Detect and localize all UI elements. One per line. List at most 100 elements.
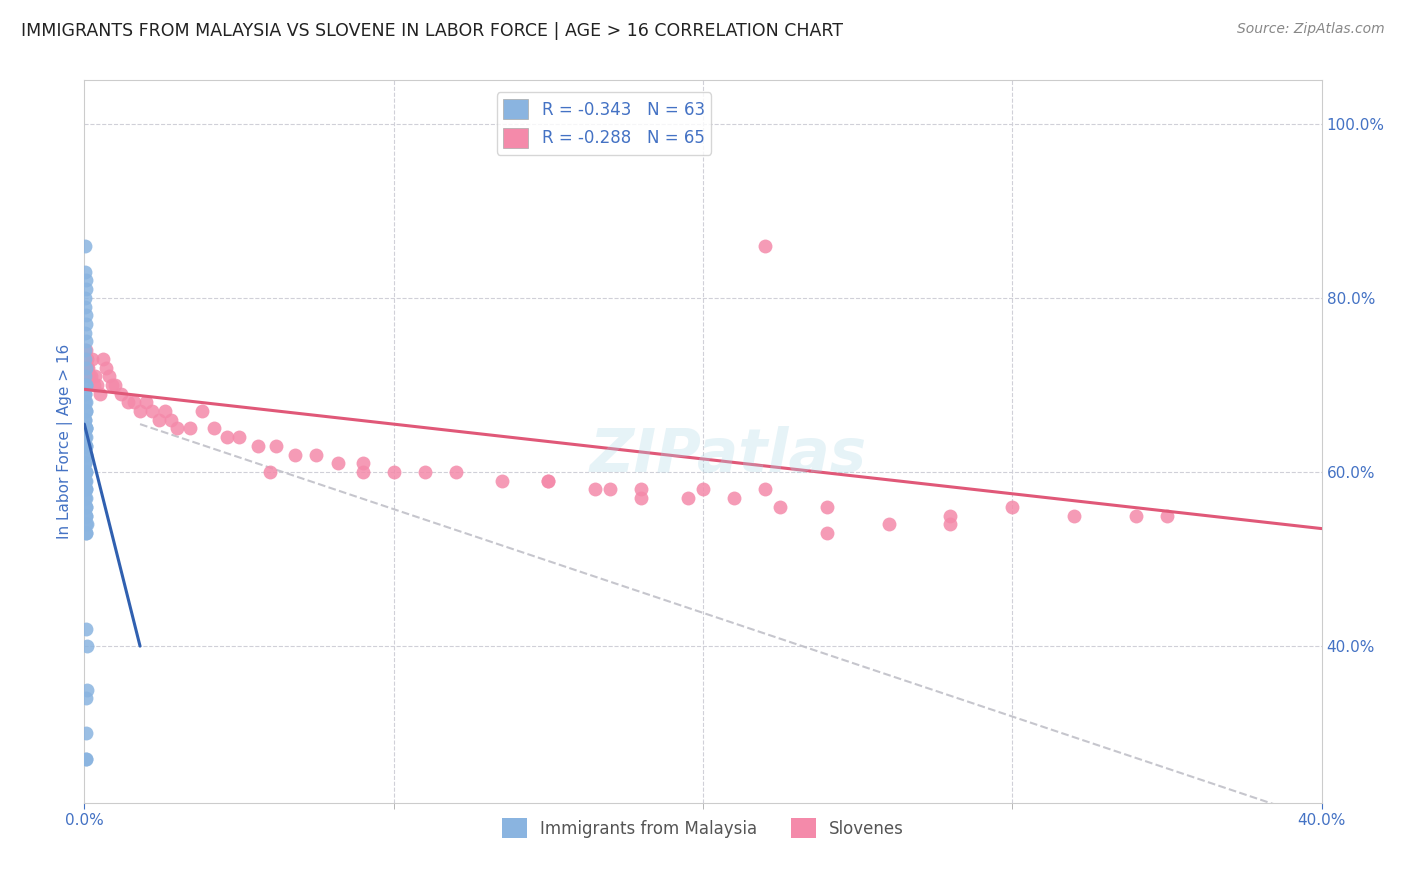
Slovenes [630, 483, 652, 497]
Immigrants from Malaysia [75, 691, 97, 706]
Slovenes [723, 491, 745, 505]
Slovenes [135, 395, 157, 409]
Immigrants from Malaysia [75, 395, 97, 409]
Slovenes [166, 421, 188, 435]
Slovenes [305, 448, 328, 462]
Immigrants from Malaysia [75, 439, 97, 453]
Slovenes [148, 413, 170, 427]
Slovenes [89, 386, 111, 401]
Slovenes [769, 500, 792, 514]
Slovenes [939, 517, 962, 532]
Immigrants from Malaysia [75, 465, 97, 479]
Immigrants from Malaysia [73, 491, 96, 505]
Slovenes [153, 404, 176, 418]
Slovenes [79, 369, 101, 384]
Slovenes [259, 465, 281, 479]
Slovenes [179, 421, 201, 435]
Slovenes [228, 430, 250, 444]
Slovenes [537, 474, 560, 488]
Immigrants from Malaysia [73, 413, 96, 427]
Slovenes [191, 404, 214, 418]
Slovenes [86, 378, 108, 392]
Immigrants from Malaysia [75, 282, 97, 296]
Immigrants from Malaysia [75, 465, 97, 479]
Immigrants from Malaysia [75, 500, 97, 514]
Immigrants from Malaysia [75, 421, 97, 435]
Slovenes [1156, 508, 1178, 523]
Slovenes [75, 343, 97, 358]
Immigrants from Malaysia [75, 334, 97, 349]
Immigrants from Malaysia [76, 639, 98, 653]
Slovenes [877, 517, 900, 532]
Immigrants from Malaysia [75, 525, 97, 540]
Slovenes [104, 378, 127, 392]
Slovenes [537, 474, 560, 488]
Immigrants from Malaysia [75, 456, 97, 470]
Slovenes [599, 483, 621, 497]
Slovenes [75, 360, 97, 375]
Slovenes [91, 351, 114, 366]
Immigrants from Malaysia [75, 378, 97, 392]
Immigrants from Malaysia [75, 421, 97, 435]
Slovenes [76, 351, 98, 366]
Immigrants from Malaysia [73, 448, 96, 462]
Slovenes [326, 456, 349, 470]
Immigrants from Malaysia [75, 369, 97, 384]
Immigrants from Malaysia [75, 474, 97, 488]
Immigrants from Malaysia [75, 752, 97, 766]
Immigrants from Malaysia [75, 483, 97, 497]
Slovenes [583, 483, 606, 497]
Slovenes [630, 491, 652, 505]
Immigrants from Malaysia [75, 291, 97, 305]
Slovenes [98, 369, 121, 384]
Slovenes [160, 413, 183, 427]
Immigrants from Malaysia [76, 682, 98, 697]
Immigrants from Malaysia [75, 421, 97, 435]
Slovenes [129, 404, 152, 418]
Slovenes [413, 465, 436, 479]
Slovenes [754, 238, 776, 252]
Slovenes [122, 395, 145, 409]
Immigrants from Malaysia [75, 508, 97, 523]
Immigrants from Malaysia [75, 308, 97, 322]
Text: Source: ZipAtlas.com: Source: ZipAtlas.com [1237, 22, 1385, 37]
Slovenes [141, 404, 163, 418]
Slovenes [246, 439, 269, 453]
Slovenes [815, 525, 838, 540]
Slovenes [352, 465, 374, 479]
Slovenes [82, 351, 104, 366]
Slovenes [754, 483, 776, 497]
Slovenes [202, 421, 225, 435]
Slovenes [77, 360, 100, 375]
Immigrants from Malaysia [75, 517, 97, 532]
Y-axis label: In Labor Force | Age > 16: In Labor Force | Age > 16 [58, 344, 73, 539]
Slovenes [264, 439, 287, 453]
Slovenes [444, 465, 467, 479]
Immigrants from Malaysia [75, 439, 97, 453]
Immigrants from Malaysia [75, 525, 97, 540]
Slovenes [117, 395, 139, 409]
Slovenes [215, 430, 238, 444]
Slovenes [110, 386, 132, 401]
Slovenes [1125, 508, 1147, 523]
Immigrants from Malaysia [75, 404, 97, 418]
Immigrants from Malaysia [75, 448, 97, 462]
Immigrants from Malaysia [75, 508, 97, 523]
Slovenes [352, 456, 374, 470]
Immigrants from Malaysia [75, 474, 97, 488]
Slovenes [676, 491, 699, 505]
Slovenes [1063, 508, 1085, 523]
Immigrants from Malaysia [73, 238, 96, 252]
Immigrants from Malaysia [75, 395, 97, 409]
Immigrants from Malaysia [75, 474, 97, 488]
Immigrants from Malaysia [75, 386, 97, 401]
Immigrants from Malaysia [75, 326, 97, 340]
Immigrants from Malaysia [75, 378, 97, 392]
Slovenes [101, 378, 124, 392]
Text: ZIPatlas: ZIPatlas [589, 426, 866, 485]
Immigrants from Malaysia [73, 386, 96, 401]
Immigrants from Malaysia [75, 317, 97, 331]
Immigrants from Malaysia [75, 622, 97, 636]
Immigrants from Malaysia [75, 430, 97, 444]
Immigrants from Malaysia [73, 351, 96, 366]
